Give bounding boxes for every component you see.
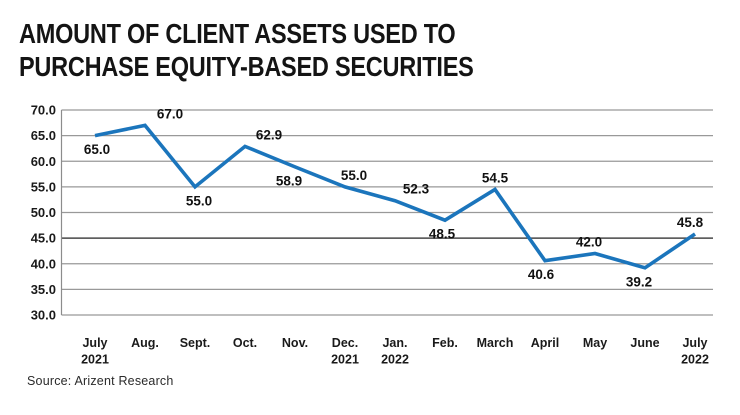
data-point-label: 40.6	[528, 267, 555, 282]
x-axis-label: Nov.	[282, 336, 308, 350]
data-line	[94, 123, 697, 270]
y-tick-label: 45.0	[31, 231, 56, 246]
x-axis-label: June	[630, 336, 659, 350]
data-point-label: 55.0	[186, 193, 212, 208]
data-point-label: 58.9	[276, 173, 302, 188]
y-tick-label: 40.0	[31, 256, 56, 271]
data-point-label: 65.0	[84, 142, 110, 157]
source-credit: Source: Arizent Research	[27, 374, 174, 388]
x-axis-label: July 2022	[681, 336, 709, 367]
chart-title-line1: AMOUNT OF CLIENT ASSETS USED TO	[19, 18, 456, 49]
y-tick-label: 35.0	[31, 282, 56, 297]
x-axis-label: July 2021	[81, 336, 109, 367]
data-point-label: 39.2	[626, 274, 652, 289]
data-point-label: 55.0	[341, 168, 367, 183]
x-axis-label: March	[477, 336, 514, 350]
x-axis-label: Sept.	[180, 336, 211, 350]
x-axis-label: Oct.	[233, 336, 257, 350]
y-tick-label: 50.0	[31, 205, 56, 220]
y-tick-label: 60.0	[31, 154, 56, 169]
y-tick-label: 70.0	[31, 103, 56, 118]
data-point-label: 54.5	[482, 170, 509, 185]
chart-title-line2: PURCHASE EQUITY-BASED SECURITIES	[19, 51, 474, 82]
data-point-label: 67.0	[157, 106, 183, 121]
data-point-label: 62.9	[256, 127, 282, 142]
data-point-label: 52.3	[403, 182, 430, 197]
x-axis-label: Jan. 2022	[381, 336, 409, 367]
x-axis-label: April	[531, 336, 559, 350]
page-title: AMOUNT OF CLIENT ASSETS USED TO PURCHASE…	[19, 17, 474, 83]
data-point-label: 45.8	[677, 215, 704, 230]
y-tick-label: 30.0	[31, 308, 56, 323]
x-axis-label: May	[583, 336, 607, 350]
data-point-label: 48.5	[429, 227, 456, 242]
y-tick-label: 65.0	[31, 128, 56, 143]
data-point-label: 42.0	[576, 235, 602, 250]
x-axis-label: Aug.	[131, 336, 159, 350]
x-axis-label: Feb.	[432, 336, 458, 350]
x-axis-label: Dec. 2021	[331, 336, 359, 367]
y-tick-label: 55.0	[31, 179, 56, 194]
